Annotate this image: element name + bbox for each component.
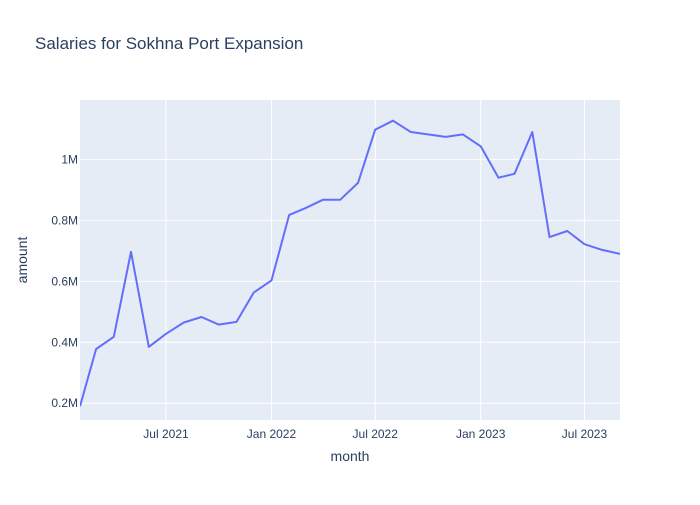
gridlines (80, 100, 620, 420)
plot-area (80, 100, 620, 420)
x-tick-labels: Jul 2021 Jan 2022 Jul 2022 Jan 2023 Jul 2023 (143, 427, 607, 441)
x-tick-label: Jul 2023 (562, 427, 608, 441)
y-tick-label: 0.8M (51, 213, 78, 227)
x-axis-title: month (331, 448, 370, 464)
y-tick-label: 0.4M (51, 335, 78, 349)
x-tick-label: Jan 2023 (456, 427, 506, 441)
x-tick-label: Jul 2022 (353, 427, 399, 441)
x-tick-label: Jan 2022 (247, 427, 297, 441)
y-tick-label: 1M (61, 152, 78, 166)
series-layer (80, 119, 620, 407)
series-line (80, 119, 620, 407)
x-tick-label: Jul 2021 (143, 427, 189, 441)
chart-title: Salaries for Sokhna Port Expansion (35, 34, 304, 53)
y-tick-label: 0.6M (51, 274, 78, 288)
y-axis-title: amount (14, 237, 30, 284)
y-tick-labels: 0.2M 0.4M 0.6M 0.8M 1M (51, 152, 78, 410)
y-tick-label: 0.2M (51, 396, 78, 410)
